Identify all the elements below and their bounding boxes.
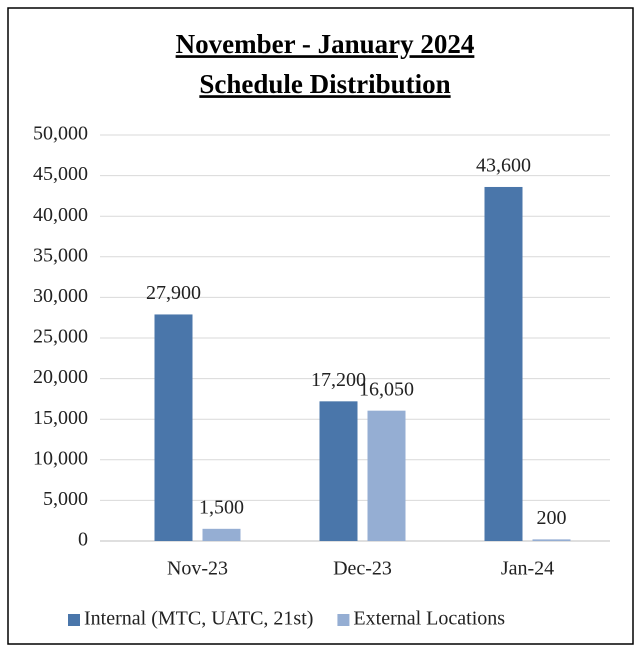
x-tick-label: Nov-23 [167, 558, 228, 580]
legend-label: External Locations [353, 608, 505, 630]
legend-swatch [68, 614, 80, 626]
bar [367, 410, 406, 541]
x-tick-label: Jan-24 [501, 558, 554, 580]
y-tick-label: 15,000 [33, 407, 88, 429]
y-tick-label: 45,000 [33, 163, 88, 185]
bar [484, 186, 523, 541]
data-label: 27,900 [146, 282, 201, 304]
y-tick-label: 30,000 [33, 285, 88, 307]
y-tick-label: 25,000 [33, 326, 88, 348]
y-tick-label: 40,000 [33, 204, 88, 226]
chart-frame [7, 7, 634, 645]
bar [202, 528, 241, 541]
data-label: 200 [537, 507, 567, 529]
y-tick-label: 10,000 [33, 447, 88, 469]
data-label: 16,050 [359, 378, 414, 400]
legend-label: Internal (MTC, UATC, 21st) [84, 608, 313, 630]
y-tick-label: 35,000 [33, 244, 88, 266]
y-tick-label: 50,000 [33, 123, 88, 145]
chart-title: November - January 2024 [176, 29, 475, 59]
y-tick-label: 20,000 [33, 366, 88, 388]
bar [532, 539, 571, 541]
y-tick-label: 0 [78, 529, 88, 551]
x-tick-label: Dec-23 [333, 558, 392, 580]
data-label: 43,600 [476, 155, 531, 177]
legend-swatch [337, 614, 350, 626]
chart-title: Schedule Distribution [199, 69, 450, 99]
data-label: 17,200 [311, 369, 366, 391]
bar [319, 401, 358, 541]
y-tick-label: 5,000 [43, 488, 88, 510]
data-label: 1,500 [199, 496, 244, 518]
bar [154, 314, 193, 541]
